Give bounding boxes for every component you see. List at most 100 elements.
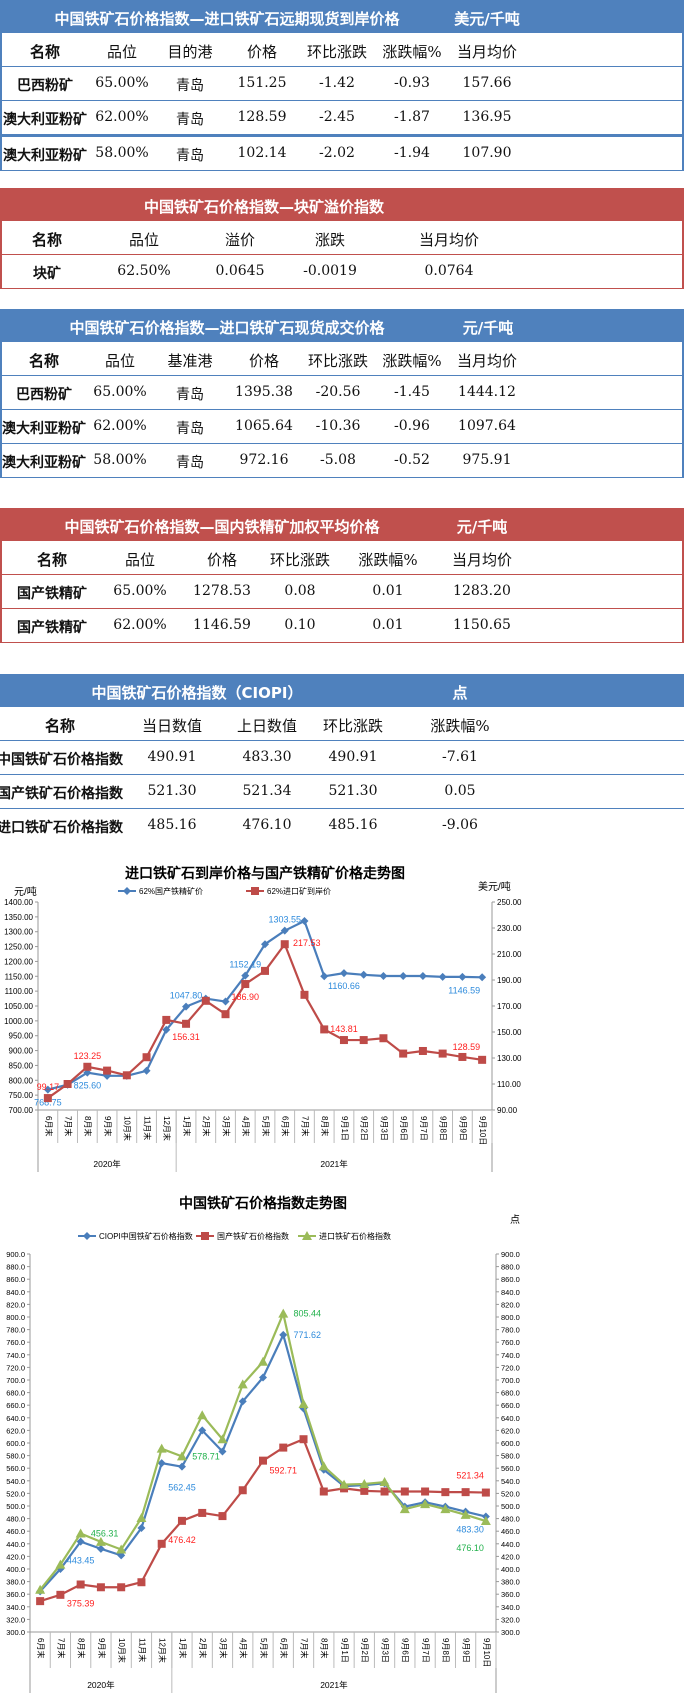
data-point (258, 1356, 268, 1366)
data-point (162, 1025, 171, 1034)
cell-value: -1.94 (394, 145, 430, 161)
x-tick-label: 12月末 (162, 1116, 172, 1141)
data-point (458, 1052, 467, 1061)
left-axis-unit: 元/吨 (14, 885, 37, 898)
data-point (319, 1487, 328, 1496)
left-tick-label: 300.0 (6, 1628, 25, 1637)
data-point (56, 1590, 65, 1599)
table-row: 块矿 62.50% 0.0645 -0.0019 0.0764 (2, 255, 682, 289)
x-tick-label: 4月末 (241, 1116, 251, 1136)
left-tick-label: 900.0 (6, 1250, 25, 1259)
x-tick-label: 4月末 (239, 1638, 249, 1658)
data-label: 592.71 (269, 1466, 297, 1476)
row-name: 澳大利亚粉矿 (2, 421, 86, 437)
x-tick-label: 9月末 (97, 1638, 107, 1658)
data-point (75, 1528, 86, 1538)
cell-value: 490.91 (328, 749, 378, 765)
column-header: 品位 (104, 352, 136, 370)
data-label: 521.34 (456, 1471, 484, 1481)
right-tick-label: 900.0 (501, 1250, 520, 1259)
data-point (400, 1487, 409, 1496)
x-tick-label: 9月3日 (380, 1638, 389, 1663)
cell-value: 青岛 (176, 387, 204, 403)
data-point (420, 1499, 431, 1509)
cell-value: -0.52 (394, 452, 430, 468)
data-point (182, 1019, 191, 1028)
left-tick-label: 1100.00 (5, 987, 34, 996)
cell-value: 490.91 (147, 749, 197, 765)
x-tick-label: 12月末 (158, 1638, 168, 1663)
data-label: 217.53 (293, 938, 321, 948)
column-header: 当月均价 (418, 231, 480, 249)
column-header: 品位 (128, 231, 160, 249)
left-tick-label: 500.0 (6, 1502, 25, 1511)
x-tick-label: 2月末 (202, 1116, 212, 1136)
x-tick-label: 5月末 (261, 1116, 271, 1136)
right-axis-unit: 点 (510, 1214, 520, 1226)
table-row: 澳大利亚粉矿 58.00% 青岛 972.16 -5.08 -0.52 975.91 (2, 444, 682, 478)
left-tick-label: 780.0 (6, 1326, 25, 1335)
data-point (238, 1486, 247, 1495)
cell-value: 62.00% (95, 109, 149, 125)
data-label: 443.45 (67, 1556, 95, 1566)
column-header: 溢价 (224, 231, 256, 249)
data-point (379, 971, 388, 980)
x-tick-label: 6月末 (281, 1116, 291, 1136)
row-name: 巴西粉矿 (17, 78, 73, 94)
x-tick-label: 10月末 (117, 1638, 127, 1663)
column-header: 名称 (28, 352, 60, 370)
left-tick-label: 480.0 (6, 1515, 25, 1524)
cell-value: 58.00% (93, 452, 147, 468)
data-point (280, 940, 289, 949)
cell-value: 0.01 (372, 617, 404, 633)
x-tick-label: 7月末 (299, 1638, 309, 1658)
right-tick-label: 480.0 (501, 1515, 520, 1524)
data-label: 186.90 (231, 992, 259, 1002)
x-tick-label: 9月6日 (399, 1116, 408, 1141)
year-label: 2021年 (320, 1159, 348, 1169)
data-point (95, 1536, 106, 1546)
x-tick-label: 11月末 (142, 1116, 152, 1140)
column-header: 目的港 (167, 43, 213, 61)
data-label: 768.75 (34, 1098, 62, 1108)
right-tick-label: 340.0 (501, 1603, 520, 1612)
cell-value: 102.14 (237, 145, 287, 161)
cell-value: -7.61 (442, 749, 478, 765)
left-tick-label: 660.0 (6, 1401, 25, 1410)
legend-label: 国产铁矿石价格指数 (217, 1231, 289, 1241)
left-tick-label: 750.00 (9, 1091, 34, 1100)
table-unit: 元/千吨 (456, 518, 508, 536)
row-name: 澳大利亚粉矿 (2, 455, 86, 471)
left-tick-label: 900.00 (9, 1047, 34, 1056)
data-label: 99.17 (37, 1082, 60, 1092)
data-point (399, 1049, 408, 1058)
legend-marker (201, 1232, 209, 1240)
left-tick-label: 1400.00 (4, 898, 33, 907)
legend-label: 62%国产铁精矿价 (139, 886, 203, 896)
left-tick-label: 760.0 (6, 1338, 25, 1347)
data-point (218, 1512, 227, 1521)
table-row: 国产铁精矿 62.00% 1146.59 0.10 0.01 1150.65 (2, 609, 682, 643)
cell-value: -10.36 (315, 418, 361, 434)
column-header: 上日数值 (236, 717, 298, 735)
x-tick-label: 7月末 (300, 1116, 310, 1136)
data-point (201, 996, 210, 1005)
data-point (198, 1426, 207, 1435)
column-header-row: 名称 品位 基准港 价格 环比涨跌 涨跌幅% 当月均价 (2, 342, 682, 376)
right-tick-label: 700.0 (501, 1376, 520, 1385)
left-tick-label: 1200.00 (4, 957, 33, 966)
left-tick-label: 540.0 (6, 1477, 25, 1486)
right-tick-label: 560.0 (501, 1464, 520, 1473)
cell-value: 62.00% (113, 617, 167, 633)
right-tick-label: 150.00 (497, 1028, 522, 1037)
data-point (238, 1397, 247, 1406)
left-tick-label: 950.00 (9, 1032, 34, 1041)
data-point (399, 971, 408, 980)
row-name: 块矿 (33, 266, 61, 282)
x-tick-label: 3月末 (221, 1116, 231, 1136)
right-tick-label: 250.00 (497, 898, 522, 907)
data-point (96, 1583, 105, 1592)
column-header: 价格 (248, 352, 280, 370)
right-tick-label: 320.0 (501, 1615, 520, 1624)
left-tick-label: 520.0 (6, 1489, 25, 1498)
